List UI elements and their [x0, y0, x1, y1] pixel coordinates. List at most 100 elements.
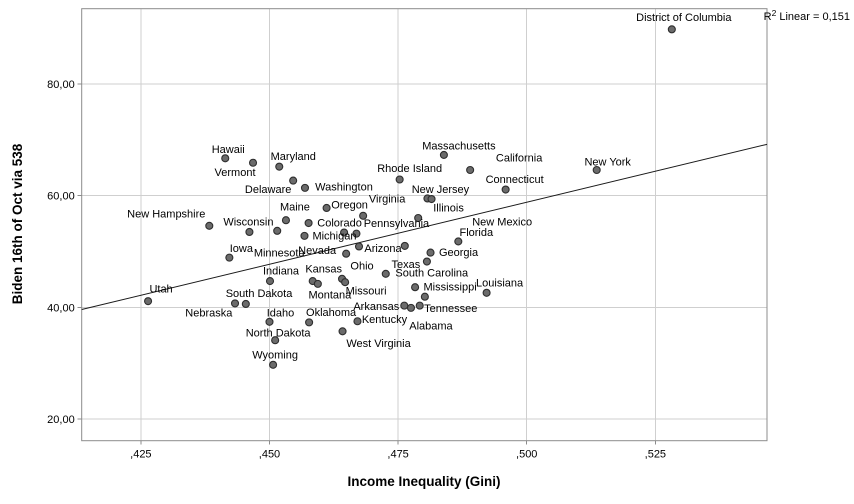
- point-label: Massachusetts: [422, 140, 496, 152]
- point-label: Tennessee: [424, 303, 477, 315]
- data-point: [225, 253, 234, 262]
- data-point: [205, 221, 214, 230]
- data-point: [300, 231, 309, 240]
- gridlines: [81, 8, 767, 441]
- point-label: Georgia: [439, 247, 479, 259]
- point-label: South Carolina: [395, 267, 469, 279]
- data-point: [381, 269, 390, 278]
- data-point: [221, 154, 230, 163]
- data-point: [265, 317, 274, 326]
- data-point: [322, 203, 331, 213]
- point-label: Iowa: [230, 243, 254, 255]
- point-label: Michigan: [312, 230, 356, 242]
- data-point: [406, 303, 416, 312]
- point-label: Oregon: [331, 199, 368, 211]
- r-squared-annotation: R2 Linear = 0,151: [764, 8, 850, 23]
- point-label: Nebraska: [185, 307, 233, 319]
- data-point: [269, 360, 278, 369]
- x-tick-label: ,475: [387, 449, 408, 461]
- y-tick-label: 40,00: [47, 302, 75, 314]
- point-label: Missouri: [346, 286, 387, 298]
- data-point: [501, 185, 510, 194]
- data-point: [454, 237, 463, 246]
- data-point: [352, 229, 361, 238]
- r2-text: Linear = 0,151: [776, 11, 850, 23]
- x-axis-title: Income Inequality (Gini): [347, 474, 500, 489]
- point-label: Kentucky: [362, 314, 408, 326]
- data-point: [342, 249, 351, 258]
- x-tick-label: ,425: [130, 449, 151, 461]
- data-point: [414, 213, 423, 223]
- point-label: California: [496, 153, 543, 165]
- data-point: [338, 327, 347, 336]
- point-label: District of Columbia: [636, 12, 732, 24]
- data-point: [273, 226, 282, 235]
- point-label: Oklahoma: [306, 307, 357, 319]
- point-label: Washington: [315, 181, 373, 193]
- r2-superscript: 2: [772, 8, 777, 18]
- data-point: [420, 292, 429, 301]
- data-point: [422, 257, 431, 266]
- data-point: [359, 211, 368, 220]
- data-point: [427, 194, 436, 204]
- point-label: Mississippi: [423, 282, 476, 294]
- point-label: Virginia: [369, 193, 406, 205]
- data-point: [415, 301, 424, 310]
- point-label: Maine: [280, 202, 310, 214]
- y-axis-title: Biden 16th of Oct via 538: [10, 143, 25, 304]
- point-label: Arizona: [364, 243, 402, 255]
- point-label: Maryland: [271, 151, 316, 163]
- point-label: Pennsylvania: [364, 218, 430, 230]
- data-point: [439, 150, 448, 159]
- data-point: [482, 288, 491, 297]
- data-point: [426, 248, 435, 257]
- data-point: [353, 317, 362, 326]
- regression-line: [81, 143, 768, 311]
- x-tick-label: ,500: [516, 449, 537, 461]
- point-label: Vermont: [215, 167, 256, 179]
- point-label: New Hampshire: [127, 208, 205, 220]
- point-label: Hawaii: [212, 144, 245, 156]
- point-label: Utah: [149, 284, 172, 296]
- data-point: [144, 297, 153, 306]
- tick-labels: ,425 ,450 ,475 ,500 ,525 20,00 40,00 60,00 80,00: [47, 79, 666, 461]
- point-label: Delaware: [245, 184, 291, 196]
- data-point: [281, 216, 291, 225]
- x-tick-label: ,450: [259, 449, 280, 461]
- data-point: [300, 183, 310, 192]
- data-point: [466, 165, 475, 175]
- point-label: Nevada: [298, 245, 337, 257]
- data-point: [275, 162, 284, 171]
- data-point: [304, 218, 313, 228]
- point-label: West Virginia: [346, 338, 411, 350]
- data-point: [241, 299, 250, 309]
- x-tick-label: ,525: [645, 449, 666, 461]
- point-label: Illinois: [433, 203, 464, 215]
- point-label: New Jersey: [412, 184, 470, 196]
- point-label: Louisiana: [476, 277, 524, 289]
- data-point: [245, 227, 254, 237]
- point-label: North Dakota: [246, 328, 312, 340]
- point-label: Alabama: [409, 320, 453, 332]
- data-point: [248, 158, 258, 167]
- data-point: [265, 277, 275, 286]
- point-label: South Dakota: [226, 288, 294, 300]
- data-point: [354, 242, 364, 251]
- data-point: [400, 301, 409, 310]
- tick-marks: [77, 83, 656, 445]
- data-point: [289, 176, 298, 185]
- data-point: [230, 299, 240, 308]
- point-label: Colorado: [317, 218, 362, 230]
- data-point: [313, 279, 322, 288]
- plot-frame: [81, 8, 768, 442]
- data-point: [271, 336, 280, 345]
- point-label: New York: [584, 157, 631, 169]
- data-point: [340, 228, 349, 237]
- point-label: Minnesota: [254, 247, 306, 259]
- point-label: Connecticut: [486, 174, 544, 186]
- point-label: Texas: [392, 259, 421, 271]
- y-tick-label: 60,00: [47, 191, 75, 203]
- point-label: Ohio: [350, 260, 373, 272]
